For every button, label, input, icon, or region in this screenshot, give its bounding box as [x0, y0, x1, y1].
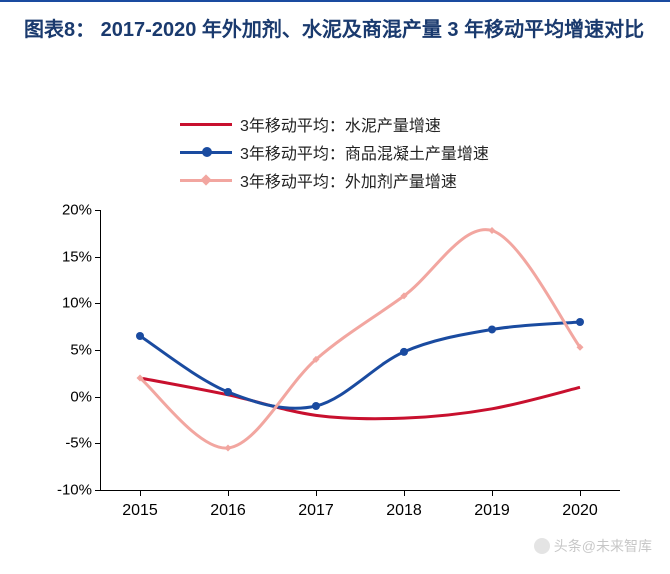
x-tick-mark — [228, 490, 229, 496]
x-tick-label: 2020 — [562, 502, 598, 520]
y-tick-mark — [95, 350, 100, 351]
plot-area: -10%-5%0%5%10%15%20%20152016201720182019… — [100, 210, 620, 490]
x-tick-mark — [404, 490, 405, 496]
y-tick-label: 0% — [42, 388, 92, 405]
y-tick-label: 15% — [42, 248, 92, 265]
series-marker-additive — [225, 445, 232, 452]
y-tick-mark — [95, 257, 100, 258]
y-tick-label: -5% — [42, 435, 92, 452]
legend-label: 3年移动平均：外加剂产量增速 — [240, 168, 457, 192]
series-marker-concrete — [136, 332, 144, 340]
series-line-cement — [140, 378, 580, 419]
series-marker-concrete — [400, 348, 408, 356]
series-marker-concrete — [576, 318, 584, 326]
y-tick-label: 10% — [42, 295, 92, 312]
x-tick-mark — [140, 490, 141, 496]
x-axis-line — [100, 490, 620, 491]
legend-label: 3年移动平均：水泥产量增速 — [240, 112, 441, 136]
legend-item-cement: 3年移动平均：水泥产量增速 — [180, 110, 489, 138]
series-line-concrete — [140, 322, 580, 408]
chart-container: 3年移动平均：水泥产量增速 3年移动平均：商品混凝土产量增速 3年移动平均：外加… — [40, 110, 640, 550]
series-line-additive — [140, 230, 580, 449]
series-marker-concrete — [312, 402, 320, 410]
y-tick-label: 20% — [42, 202, 92, 219]
legend-label: 3年移动平均：商品混凝土产量增速 — [240, 140, 489, 164]
x-tick-label: 2018 — [386, 502, 422, 520]
legend-item-concrete: 3年移动平均：商品混凝土产量增速 — [180, 138, 489, 166]
x-tick-mark — [492, 490, 493, 496]
x-tick-mark — [580, 490, 581, 496]
legend-swatch-additive — [180, 173, 232, 187]
legend-swatch-concrete — [180, 145, 232, 159]
plot-svg — [100, 210, 620, 490]
y-tick-label: -10% — [42, 482, 92, 499]
legend-swatch-cement — [180, 117, 232, 131]
legend: 3年移动平均：水泥产量增速 3年移动平均：商品混凝土产量增速 3年移动平均：外加… — [180, 110, 489, 194]
watermark-text: 头条@未来智库 — [554, 536, 652, 556]
x-tick-label: 2015 — [122, 502, 158, 520]
y-tick-mark — [95, 443, 100, 444]
y-tick-mark — [95, 490, 100, 491]
legend-item-additive: 3年移动平均：外加剂产量增速 — [180, 166, 489, 194]
x-tick-label: 2017 — [298, 502, 334, 520]
chart-title: 图表8： 2017-2020 年外加剂、水泥及商混产量 3 年移动平均增速对比 — [24, 14, 646, 46]
y-tick-label: 5% — [42, 342, 92, 359]
x-tick-label: 2019 — [474, 502, 510, 520]
series-marker-concrete — [224, 388, 232, 396]
chart-title-bar: 图表8： 2017-2020 年外加剂、水泥及商混产量 3 年移动平均增速对比 — [0, 0, 670, 54]
y-tick-mark — [95, 210, 100, 211]
x-tick-mark — [316, 490, 317, 496]
watermark-icon — [534, 538, 550, 554]
x-tick-label: 2016 — [210, 502, 246, 520]
series-marker-concrete — [488, 325, 496, 333]
watermark: 头条@未来智库 — [534, 536, 652, 556]
y-tick-mark — [95, 303, 100, 304]
y-tick-mark — [95, 397, 100, 398]
